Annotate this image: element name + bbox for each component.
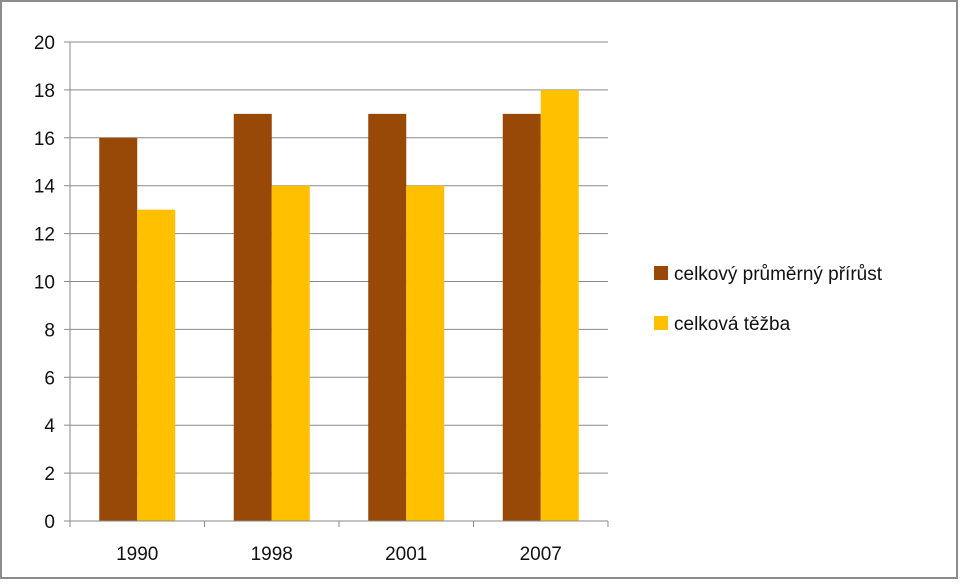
y-tick-label: 14 — [34, 177, 56, 198]
legend-swatch-1 — [654, 316, 668, 330]
bar-2001-series-0 — [368, 114, 406, 521]
legend-label-1: celková těžba — [674, 314, 791, 335]
y-axis-tick-labels: 0 2 4 6 8 10 12 14 16 18 20 — [34, 33, 56, 533]
y-tick-label: 10 — [34, 273, 55, 294]
y-tick-label: 8 — [44, 320, 55, 341]
y-tick-label: 12 — [34, 225, 55, 246]
legend-label-0: celkový průměrný přírůst — [674, 264, 883, 285]
legend: celkový průměrný přírůst celková těžba — [654, 264, 883, 335]
bar-1990-series-1 — [137, 210, 175, 521]
y-tick-label: 16 — [34, 129, 55, 150]
y-tick-label: 2 — [44, 464, 55, 485]
x-tick-label: 1998 — [251, 544, 293, 565]
y-tick-label: 20 — [34, 33, 55, 54]
x-axis-tick-labels: 1990 1998 2001 2007 — [116, 544, 562, 565]
y-tick-label: 6 — [44, 368, 55, 389]
y-tick-label: 0 — [44, 512, 55, 533]
bars — [99, 90, 579, 521]
y-tick-label: 4 — [44, 416, 55, 437]
bar-2007-series-1 — [541, 90, 579, 521]
x-tick-label: 2001 — [385, 544, 427, 565]
x-tick-label: 1990 — [116, 544, 158, 565]
bar-2007-series-0 — [503, 114, 541, 521]
y-tick-label: 18 — [34, 81, 55, 102]
bar-1990-series-0 — [99, 138, 137, 521]
x-tick-label: 2007 — [520, 544, 562, 565]
bar-2001-series-1 — [406, 186, 444, 521]
bar-1998-series-1 — [272, 186, 310, 521]
legend-swatch-0 — [654, 266, 668, 280]
bar-1998-series-0 — [234, 114, 272, 521]
